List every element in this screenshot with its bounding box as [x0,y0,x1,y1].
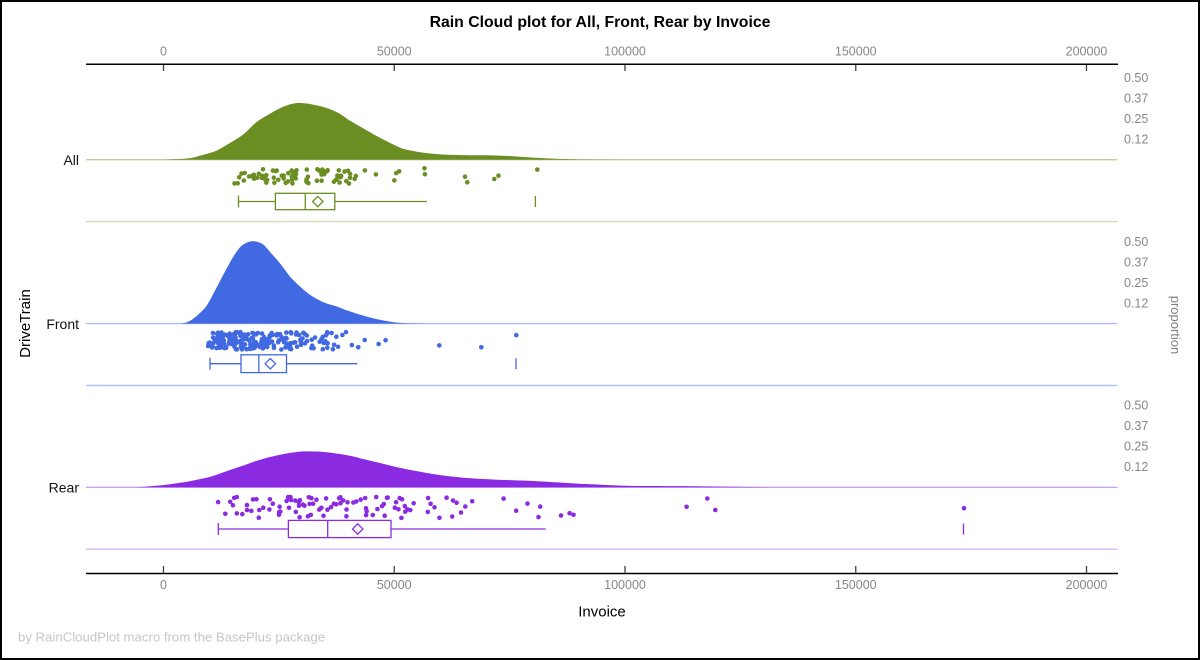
svg-text:0.50: 0.50 [1124,235,1148,249]
svg-text:Invoice: Invoice [578,604,626,621]
svg-text:50000: 50000 [377,578,412,592]
svg-text:0.25: 0.25 [1124,276,1148,290]
svg-text:proportion: proportion [1168,296,1183,355]
svg-text:All: All [63,152,79,168]
svg-text:0: 0 [160,45,167,59]
svg-text:0.37: 0.37 [1124,256,1148,270]
svg-text:150000: 150000 [835,578,877,592]
svg-text:100000: 100000 [604,578,646,592]
svg-text:0.37: 0.37 [1124,419,1148,433]
svg-text:0.37: 0.37 [1124,92,1148,106]
svg-text:DriveTrain: DriveTrain [17,289,34,358]
svg-text:200000: 200000 [1066,578,1108,592]
svg-text:Front: Front [46,316,79,332]
svg-text:50000: 50000 [377,45,412,59]
svg-text:0: 0 [160,578,167,592]
svg-text:0.25: 0.25 [1124,440,1148,454]
svg-text:by RainCloudPlot macro from th: by RainCloudPlot macro from the BasePlus… [18,630,325,645]
svg-text:200000: 200000 [1066,45,1108,59]
svg-text:Rear: Rear [49,480,80,496]
svg-text:0.50: 0.50 [1124,71,1148,85]
svg-text:Rain Cloud plot for All, Front: Rain Cloud plot for All, Front, Rear by … [430,14,771,31]
svg-text:0.12: 0.12 [1124,297,1148,311]
svg-text:150000: 150000 [835,45,877,59]
svg-text:0.12: 0.12 [1124,460,1148,474]
svg-text:0.12: 0.12 [1124,133,1148,147]
svg-text:100000: 100000 [604,45,646,59]
svg-text:0.50: 0.50 [1124,399,1148,413]
svg-text:0.25: 0.25 [1124,112,1148,126]
